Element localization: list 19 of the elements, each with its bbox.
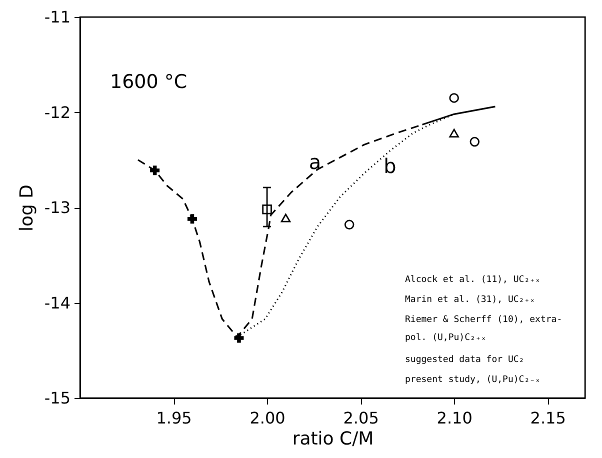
x-axis-title: ratio C/M: [292, 428, 374, 450]
annotation: a: [308, 150, 322, 174]
y-tick-label: -13: [44, 198, 70, 217]
x-tick-label: 2.10: [436, 408, 472, 428]
annotation: suggested data for UC₂: [405, 355, 524, 365]
y-tick-label: -15: [44, 388, 70, 408]
x-tick-label: 2.05: [343, 408, 379, 428]
y-tick-label: -14: [44, 293, 70, 312]
y-axis-title: log D: [16, 184, 38, 232]
annotation: Alcock et al. (11), UC₂₊ₓ: [405, 275, 540, 285]
y-tick-label: -12: [44, 102, 70, 122]
annotation: b: [384, 154, 396, 178]
annotation: Marin et al. (31), UC₂₊ₓ: [405, 295, 536, 305]
x-tick-label: 2.00: [250, 408, 286, 428]
x-tick-label: 2.15: [530, 408, 566, 428]
annotation: present study, (U,Pu)C₂₋ₓ: [405, 375, 540, 385]
annotation: 1600 °C: [110, 71, 188, 93]
y-tick-label: -11: [44, 8, 70, 26]
x-tick-label: 1.95: [156, 408, 192, 428]
